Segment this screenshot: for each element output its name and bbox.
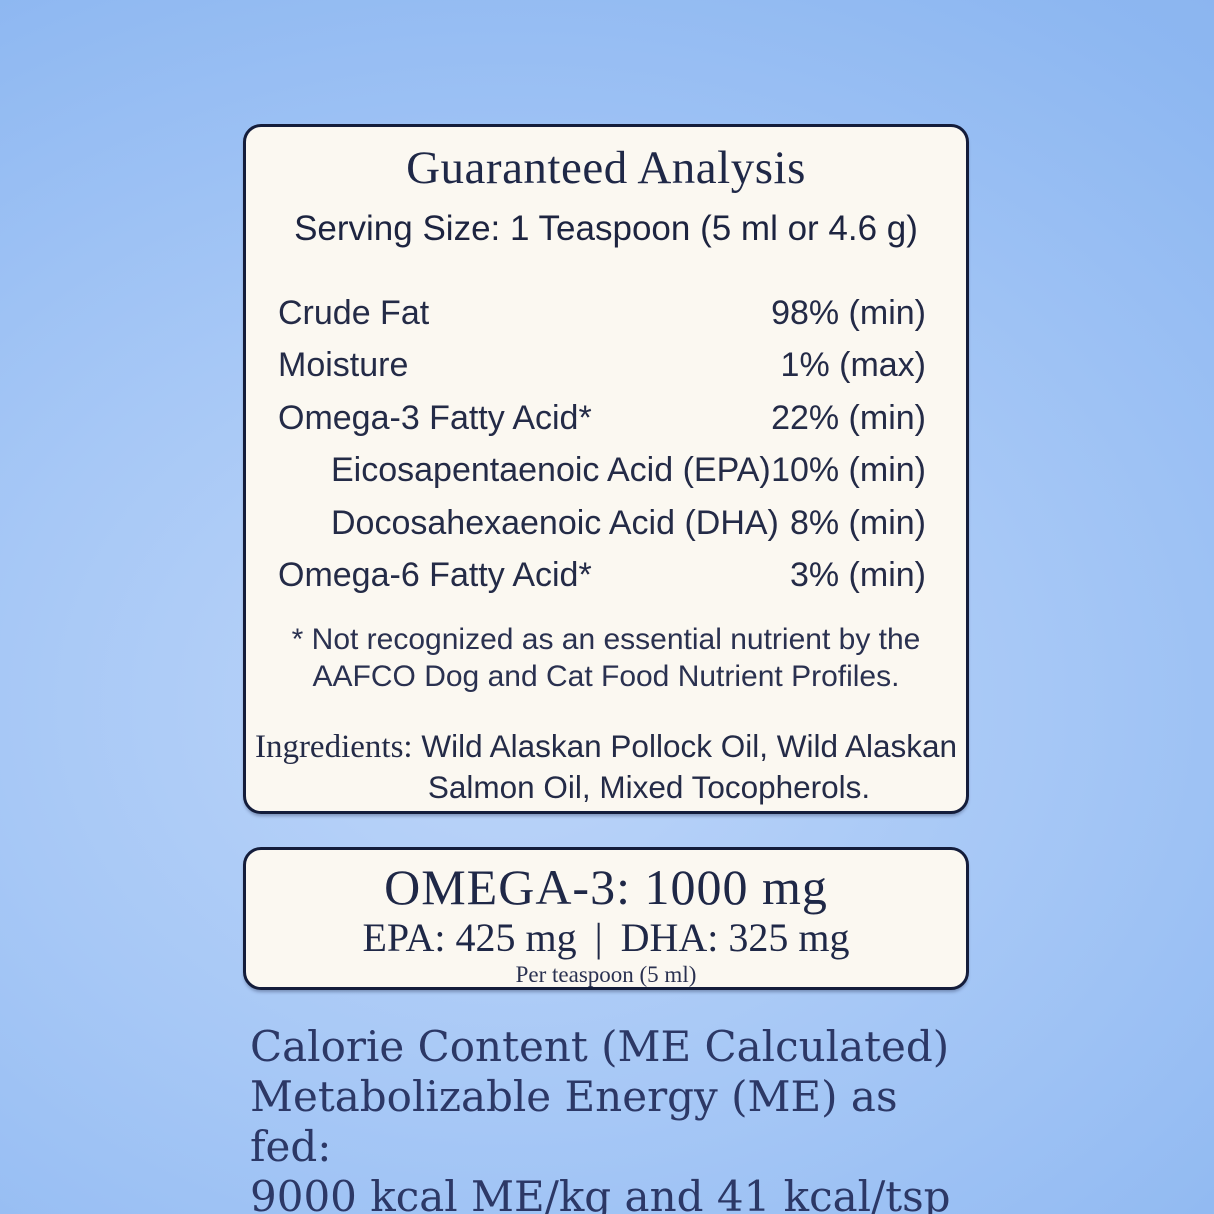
- separator-bar: |: [594, 915, 603, 960]
- nutrient-row-dha: Docosahexaenoic Acid (DHA) 8% (min): [278, 497, 926, 550]
- nutrient-label: Docosahexaenoic Acid (DHA): [331, 503, 779, 542]
- footnote-line-2: AAFCO Dog and Cat Food Nutrient Profiles…: [312, 660, 900, 693]
- calorie-content-block: Calorie Content (ME Calculated) Metaboli…: [250, 1022, 990, 1214]
- ingredients-section: Ingredients: Wild Alaskan Pollock Oil, W…: [246, 727, 966, 807]
- nutrient-label: Eicosapentaenoic Acid (EPA): [331, 451, 771, 490]
- nutrient-row-moisture: Moisture 1% (max): [278, 340, 926, 393]
- omega3-headline: OMEGA-3: 1000 mg: [384, 859, 828, 915]
- footnote-line-1: * Not recognized as an essential nutrien…: [291, 623, 921, 656]
- nutrient-value: 22% (min): [771, 398, 926, 437]
- panel-title: Guaranteed Analysis: [406, 142, 806, 194]
- dha-amount: DHA: 325 mg: [620, 915, 850, 960]
- ingredients-line-1: Ingredients: Wild Alaskan Pollock Oil, W…: [246, 727, 966, 768]
- per-teaspoon-note: Per teaspoon (5 ml): [515, 962, 697, 987]
- epa-amount: EPA: 425 mg: [362, 915, 577, 960]
- nutrient-row-omega6: Omega-6 Fatty Acid* 3% (min): [278, 550, 926, 603]
- nutrient-table: Crude Fat 98% (min) Moisture 1% (max) Om…: [278, 287, 926, 602]
- epa-dha-line: EPA: 425 mg | DHA: 325 mg: [246, 914, 966, 961]
- nutrient-label: Omega-3 Fatty Acid*: [278, 398, 592, 437]
- nutrient-row-omega3: Omega-3 Fatty Acid* 22% (min): [278, 392, 926, 445]
- nutrient-row-crude-fat: Crude Fat 98% (min): [278, 287, 926, 340]
- nutrient-value: 8% (min): [789, 503, 926, 542]
- nutrient-label: Omega-6 Fatty Acid*: [278, 556, 592, 595]
- ingredients-label: Ingredients:: [254, 729, 413, 765]
- nutrient-row-epa: Eicosapentaenoic Acid (EPA) 10% (min): [278, 445, 926, 498]
- nutrient-label: Crude Fat: [278, 293, 430, 332]
- calorie-line-3: 9000 kcal ME/kg and 41 kcal/tsp: [250, 1172, 951, 1214]
- aafco-footnote: * Not recognized as an essential nutrien…: [246, 621, 966, 695]
- omega3-summary-panel: OMEGA-3: 1000 mg EPA: 425 mg | DHA: 325 mg…: [243, 847, 969, 990]
- ingredients-text: Wild Alaskan Pollock Oil, Wild Alaskan: [421, 728, 958, 764]
- ingredients-line-2: Salmon Oil, Mixed Tocopherols.: [427, 768, 871, 805]
- nutrient-value: 1% (max): [780, 346, 926, 385]
- nutrient-value: 3% (min): [789, 556, 926, 595]
- serving-size-text: Serving Size: 1 Teaspoon (5 ml or 4.6 g): [294, 209, 918, 248]
- nutrient-value: 10% (min): [771, 451, 926, 490]
- calorie-line-1: Calorie Content (ME Calculated): [250, 1022, 950, 1071]
- nutrient-label: Moisture: [278, 346, 409, 385]
- nutrient-value: 98% (min): [771, 293, 926, 332]
- calorie-line-2: Metabolizable Energy (ME) as fed:: [250, 1072, 898, 1171]
- guaranteed-analysis-panel: Guaranteed Analysis Serving Size: 1 Teas…: [243, 124, 969, 814]
